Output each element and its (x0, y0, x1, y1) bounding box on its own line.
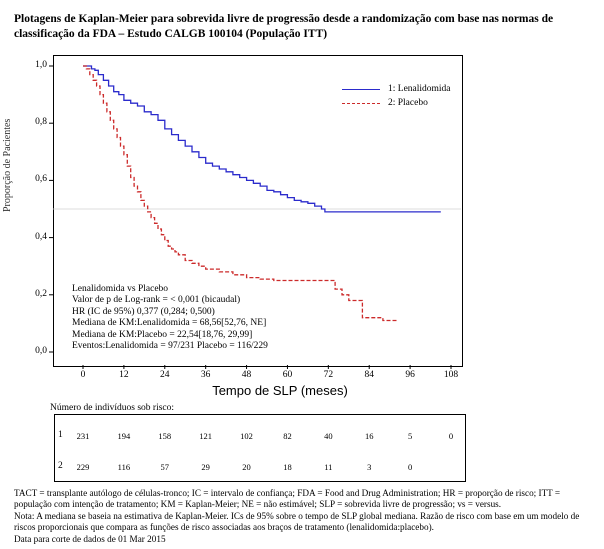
risk-cell: 121 (199, 431, 213, 441)
risk-cell: 20 (242, 462, 251, 472)
risk-cell: 57 (160, 462, 170, 472)
series-line-lenalidomida (83, 65, 441, 213)
risk-cell: 102 (240, 431, 253, 441)
x-tick-label: 24 (160, 370, 170, 380)
x-tick-label: 84 (364, 370, 374, 380)
legend-swatch-dashed (342, 102, 380, 104)
footnotes: TACT = transplante autólogo de células-t… (14, 488, 594, 545)
x-tick-label: 96 (405, 370, 415, 380)
risk-cell: 194 (117, 431, 131, 441)
legend-item-placebo: 2: Placebo (342, 96, 451, 110)
legend-label: 1: Lenalidomida (388, 84, 451, 94)
y-tick-label: 0,6 (35, 174, 47, 185)
legend-swatch-solid (342, 88, 380, 90)
risk-cell: 11 (324, 462, 333, 472)
risk-cell: 0 (407, 462, 413, 472)
risk-cell: 116 (117, 462, 131, 472)
risk-cell: 229 (76, 462, 90, 472)
x-tick-label: 72 (323, 370, 334, 380)
risk-row-label: 2 (58, 461, 63, 471)
x-axis-label: Tempo de SLP (meses) (212, 383, 348, 398)
footnote: Data para corte de dados de 01 Mar 2015 (14, 533, 166, 544)
risk-cell: 18 (283, 462, 292, 472)
x-tick-label: 36 (200, 370, 211, 380)
annotation-line: HR (IC de 95%) 0,377 (0,284; 0,500) (72, 306, 215, 317)
x-tick-label: 0 (80, 370, 86, 380)
risk-table-title: Número de indivíduos sob risco: (50, 403, 175, 413)
x-tick-label: 60 (282, 370, 293, 380)
risk-table (54, 414, 466, 482)
risk-cell: 29 (201, 462, 210, 472)
risk-cell: 40 (324, 431, 333, 441)
chart-title: Plotagens de Kaplan-Meier para sobrevida… (14, 13, 554, 40)
risk-cell: 158 (158, 431, 172, 441)
x-tick-label: 48 (241, 370, 252, 380)
risk-cell: 5 (407, 431, 413, 441)
risk-cell: 16 (364, 431, 374, 441)
risk-cell: 82 (283, 431, 292, 441)
y-tick-label: 0,4 (35, 231, 47, 242)
statistics-annotation: Lenalidomida vs Placebo Valor de p de Lo… (72, 284, 268, 352)
x-tick-label: 108 (443, 370, 459, 380)
risk-row-label: 1 (58, 430, 63, 440)
footnote: Nota: A mediana se baseia na estimativa … (14, 510, 580, 533)
annotation-line: Lenalidomida vs Placebo (72, 284, 169, 294)
legend-item-lenalidomida: 1: Lenalidomida (342, 82, 451, 96)
y-tick-label: 0,0 (35, 346, 47, 356)
y-tick-label: 1,0 (35, 60, 47, 70)
legend: 1: Lenalidomida 2: Placebo (342, 82, 451, 110)
risk-cell: 231 (76, 431, 90, 441)
footnote: TACT = transplante autólogo de células-t… (14, 488, 561, 510)
legend-label: 2: Placebo (388, 98, 428, 108)
x-tick-label: 12 (119, 370, 129, 380)
annotation-line: Eventos:Lenalidomida = 97/231 Placebo = … (72, 341, 268, 352)
risk-cell: 0 (448, 431, 454, 441)
annotation-line: Mediana de KM:Lenalidomida = 68,56[52,76… (72, 318, 267, 329)
risk-cell: 3 (367, 462, 372, 472)
annotation-line: Mediana de KM:Placebo = 22,54[18,76, 29,… (72, 329, 253, 340)
annotation-line: Valor de p de Log-rank = < 0,001 (bicaud… (72, 295, 241, 306)
plot-frame (53, 55, 463, 367)
series-line-placebo (83, 65, 397, 322)
y-tick-label: 0,2 (35, 288, 47, 299)
y-tick-label: 0,8 (35, 117, 47, 128)
